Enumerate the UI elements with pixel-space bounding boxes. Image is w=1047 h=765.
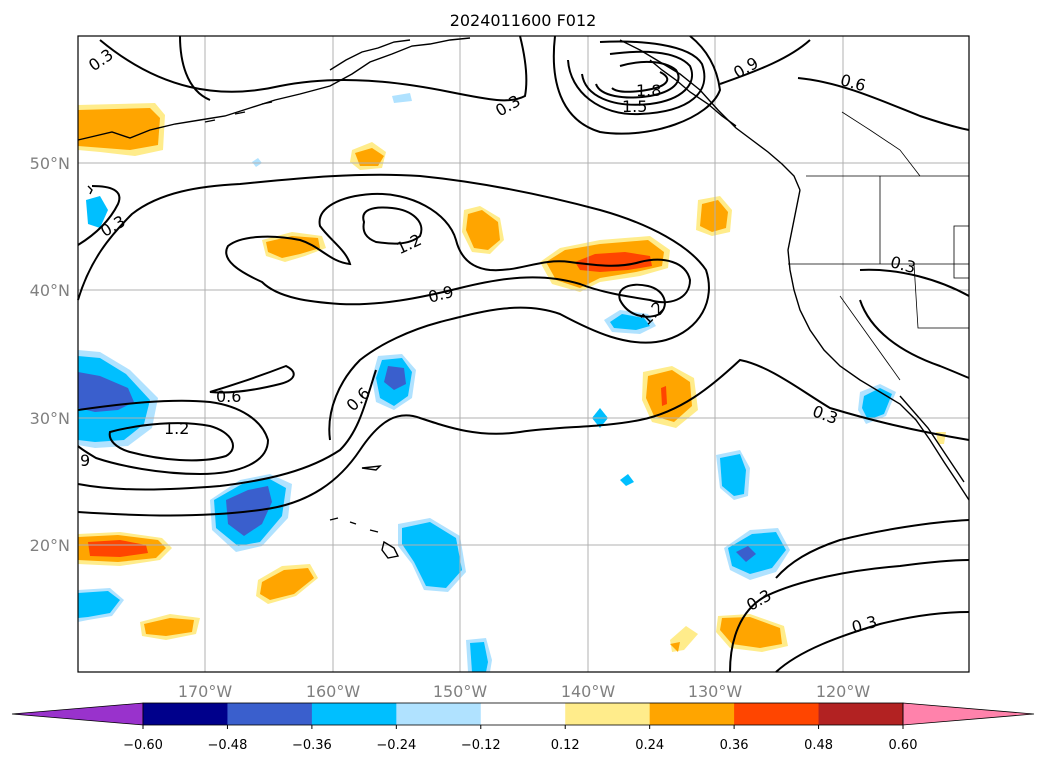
colorbar-segment: [565, 703, 651, 725]
contour-label: 9: [80, 451, 90, 470]
lon-label: 130°W: [688, 682, 743, 701]
anomaly-region: [402, 522, 462, 588]
anomaly-region: [392, 93, 412, 103]
latitude-labels: 50°N 40°N 30°N 20°N: [30, 154, 70, 555]
map-title: 2024011600 F012: [450, 11, 597, 30]
anomaly-region: [260, 568, 314, 600]
anomaly-region: [620, 474, 634, 486]
map-frame: [77, 35, 970, 673]
contour-lines: [77, 35, 970, 673]
anomaly-region: [862, 388, 892, 420]
colorbar-extend-high: [902, 702, 1035, 726]
lon-label: 150°W: [433, 682, 488, 701]
anomaly-region: [646, 370, 692, 422]
colorbar-tick-label: −0.24: [376, 738, 416, 753]
colorbar-segment: [143, 703, 228, 725]
colorbar-tick-label: 0.48: [804, 738, 833, 753]
anomaly-region: [661, 386, 667, 406]
colorbar-tick-label: 0.24: [635, 738, 664, 753]
gridlines: [78, 36, 969, 672]
lat-label: 50°N: [30, 154, 70, 173]
colorbar-tick-label: 0.36: [720, 738, 749, 753]
colorbar-tick-label: 0.12: [551, 738, 580, 753]
colorbar-segment: [649, 703, 735, 725]
contour-label: 0.6: [216, 387, 241, 406]
anomaly-region: [700, 200, 728, 232]
colorbar-segment: [396, 703, 482, 725]
colorbar-tick-label: −0.48: [208, 738, 248, 753]
colorbar: −0.60 −0.48 −0.36 −0.24 −0.12 0.12 0.24 0.36 0.4…: [11, 702, 1035, 753]
political-borders: [788, 111, 970, 381]
anomaly-region: [144, 618, 194, 636]
shaded-anomaly-layer: [78, 93, 946, 672]
lon-label: 160°W: [306, 682, 361, 701]
anomaly-region: [736, 546, 756, 562]
colorbar-segment: [480, 703, 566, 725]
lat-label: 30°N: [30, 409, 70, 428]
contour-label: 1.2: [164, 419, 189, 438]
colorbar-extend-low: [11, 702, 144, 726]
lat-label: 40°N: [30, 281, 70, 300]
anomaly-region: [384, 366, 406, 390]
anomaly-region: [670, 642, 680, 652]
colorbar-segment: [734, 703, 820, 725]
longitude-labels: 170°W 160°W 150°W 140°W 130°W 120°W: [178, 682, 871, 701]
anomaly-region: [78, 108, 160, 150]
lat-label: 20°N: [30, 536, 70, 555]
lon-label: 140°W: [561, 682, 616, 701]
contour-label: 1.5: [622, 97, 647, 116]
colorbar-tick-label: −0.60: [123, 738, 163, 753]
lon-label: 170°W: [178, 682, 233, 701]
anomaly-region: [88, 540, 148, 557]
anomaly-region: [78, 372, 134, 412]
map-background: [78, 36, 969, 672]
colorbar-tick-label: 0.60: [889, 738, 918, 753]
contour-label: 1.8: [636, 81, 661, 100]
colorbar-ticks: −0.60 −0.48 −0.36 −0.24 −0.12 0.12 0.24 0.36 0.4…: [123, 725, 917, 753]
anomaly-region: [728, 532, 786, 574]
colorbar-segment: [818, 703, 904, 725]
colorbar-segments: [11, 702, 1035, 726]
anomaly-region: [610, 314, 650, 330]
anomaly-region: [575, 252, 652, 272]
colorbar-frame: [142, 702, 904, 726]
colorbar-segment: [311, 703, 397, 725]
anomaly-region: [86, 196, 108, 228]
colorbar-tick-label: −0.12: [461, 738, 501, 753]
anomaly-region: [78, 591, 120, 618]
anomaly-region: [470, 642, 488, 672]
colorbar-tick-label: −0.36: [292, 738, 332, 753]
lon-label: 120°W: [816, 682, 871, 701]
colorbar-segment: [227, 703, 313, 725]
anomaly-region: [355, 148, 384, 166]
anomaly-region: [720, 617, 782, 648]
coastlines: [77, 37, 970, 559]
anomaly-region: [466, 210, 500, 250]
anomaly-region: [720, 454, 746, 496]
